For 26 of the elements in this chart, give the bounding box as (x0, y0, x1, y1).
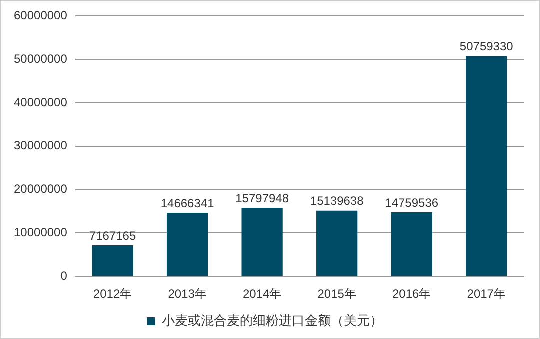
y-tick-label: 40000000 (14, 95, 68, 110)
data-label: 15139638 (310, 194, 364, 208)
bar (391, 212, 432, 276)
legend-label: 小麦或混合麦的细粉进口金额（美元） (162, 313, 383, 328)
data-label: 7167165 (89, 228, 136, 243)
x-tick-label: 2016年 (392, 287, 432, 302)
data-label: 50759330 (460, 40, 514, 54)
y-tick-label: 30000000 (14, 138, 68, 153)
bar (92, 245, 134, 276)
x-tick-label: 2014年 (242, 287, 282, 302)
y-tick-label: 10000000 (14, 226, 68, 240)
bar (466, 56, 508, 276)
x-tick-label: 2017年 (467, 287, 506, 302)
x-tick-label: 2015年 (318, 287, 356, 302)
data-label: 14666341 (160, 196, 215, 210)
bar (316, 210, 358, 276)
x-tick-label: 2012年 (93, 287, 132, 302)
y-tick-label: 20000000 (14, 182, 68, 196)
bar (242, 208, 283, 276)
y-tick-label: 0 (60, 268, 68, 283)
bar (166, 212, 208, 276)
y-tick-label: 60000000 (14, 8, 68, 23)
data-label: 14759536 (385, 196, 439, 210)
x-tick-label: 2013年 (168, 287, 207, 302)
y-tick-label: 50000000 (14, 52, 68, 66)
data-label: 15797948 (236, 191, 290, 206)
